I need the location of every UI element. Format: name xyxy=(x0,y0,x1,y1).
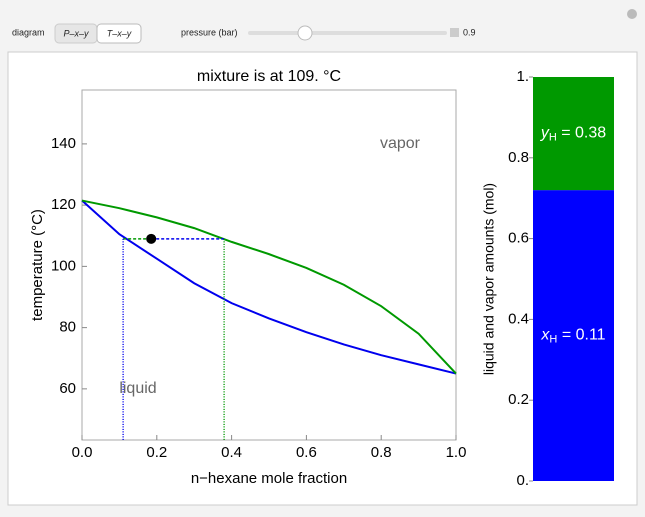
x-tick-label: 1.0 xyxy=(446,444,467,461)
expand-icon[interactable] xyxy=(450,28,459,37)
bar-segment xyxy=(533,77,614,191)
y-tick-label: 0.8 xyxy=(508,149,529,166)
curve xyxy=(81,199,457,375)
pressure-value: 0.9 xyxy=(463,27,476,37)
y-axis-label: temperature (°C) xyxy=(29,209,46,321)
button[interactable] xyxy=(96,23,142,44)
x-tick-label: 0.4 xyxy=(221,444,242,461)
close-icon[interactable] xyxy=(627,9,637,19)
x-axis-label: n−hexane mole fraction xyxy=(191,470,347,487)
slider-thumb[interactable] xyxy=(297,25,313,41)
region-label: liquid xyxy=(119,380,156,397)
y-tick-label: 1. xyxy=(516,68,529,85)
x-tick-label: 0.0 xyxy=(72,444,93,461)
mixture-point xyxy=(146,233,157,244)
y-tick-label: 0.6 xyxy=(508,230,529,247)
curve xyxy=(81,199,457,375)
y-tick-label: 0. xyxy=(516,472,529,489)
x-tick-label: 0.6 xyxy=(296,444,317,461)
chart-title: mixture is at 109. °C xyxy=(197,68,341,85)
label-text: = 0.11 xyxy=(557,327,605,344)
y-tick-label: 80 xyxy=(59,319,76,336)
button-label[interactable]: T–x–y xyxy=(107,28,132,38)
bar-segment xyxy=(533,190,614,481)
plot-frame xyxy=(81,89,457,441)
y-tick-label: 100 xyxy=(51,257,76,274)
region-label: vapor xyxy=(380,135,421,152)
label-symbol: y xyxy=(540,125,550,142)
label-text: = 0.38 xyxy=(557,125,606,142)
panel xyxy=(7,51,638,506)
y-tick-label: 120 xyxy=(51,196,76,213)
label-subscript: H xyxy=(549,131,557,143)
diagram-label: diagram xyxy=(12,27,45,37)
label-subscript: H xyxy=(549,333,557,345)
x-tick-label: 0.8 xyxy=(371,444,392,461)
button-label[interactable]: P–x–y xyxy=(63,28,89,38)
segment-label: xH = 0.11 xyxy=(540,327,605,346)
y-tick-label: 140 xyxy=(51,135,76,152)
pressure-label: pressure (bar) xyxy=(181,27,238,37)
x-tick-label: 0.2 xyxy=(146,444,167,461)
y-tick-label: 60 xyxy=(59,380,76,397)
label-symbol: x xyxy=(540,327,550,344)
y-tick-label: 0.2 xyxy=(508,391,529,408)
slider-track[interactable] xyxy=(248,31,447,35)
segment-label: yH = 0.38 xyxy=(540,125,606,144)
y-tick-label: 0.4 xyxy=(508,310,529,327)
y-axis-label: liquid and vapor amounts (mol) xyxy=(481,183,497,375)
